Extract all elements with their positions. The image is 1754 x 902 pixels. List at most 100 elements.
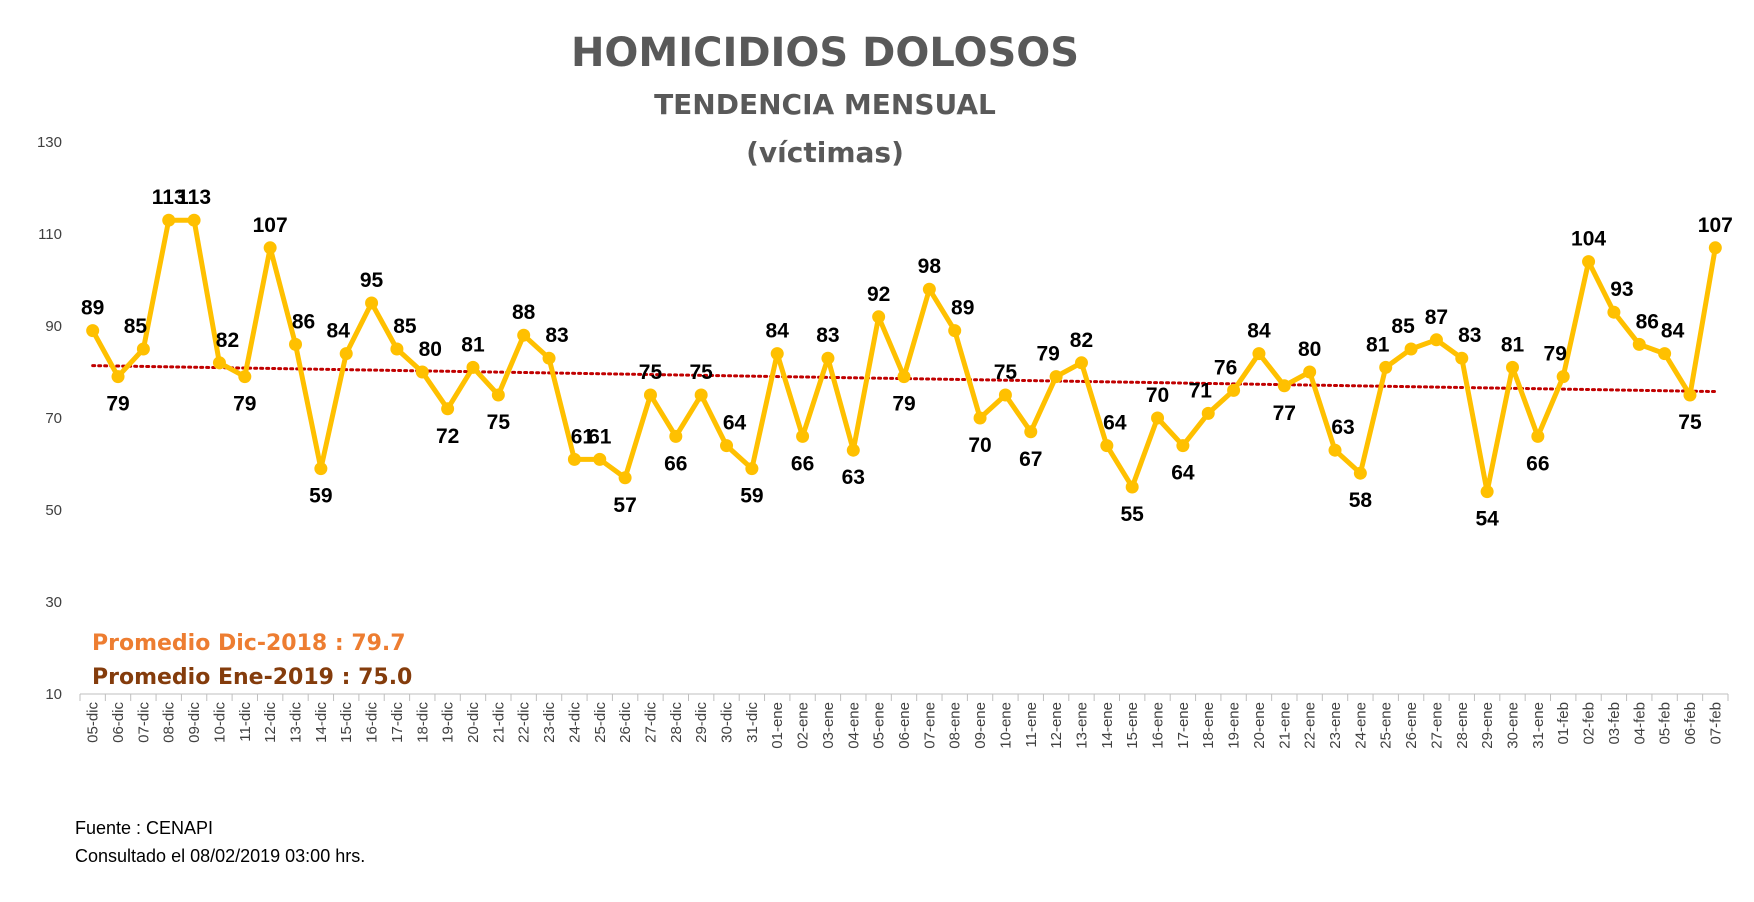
x-tick-label: 06-dic [110,702,127,743]
data-label: 79 [1036,343,1059,366]
data-point [1227,383,1241,397]
data-point [1607,305,1621,319]
data-point [466,360,480,374]
x-tick-label: 26-dic [617,702,634,743]
x-tick-label: 06-ene [896,702,913,749]
x-tick-label: 16-ene [1150,702,1167,749]
data-label: 54 [1475,508,1499,531]
data-point [1480,485,1494,499]
data-point [872,310,886,324]
data-point [111,370,125,384]
data-point [694,388,708,402]
data-point [821,351,835,365]
y-tick-label: 50 [45,502,62,519]
x-tick-label: 20-ene [1251,702,1268,749]
x-tick-label: 25-dic [592,702,609,743]
x-tick-label: 23-ene [1327,702,1344,749]
data-label: 75 [689,361,713,384]
data-point [593,452,607,466]
x-tick-label: 21-ene [1276,702,1293,749]
x-tick-label: 11-ene [1023,702,1040,748]
x-tick-label: 13-ene [1073,702,1090,749]
data-point [390,342,404,356]
data-label: 113 [177,186,211,209]
x-tick-label: 26-ene [1403,702,1420,749]
x-tick-label: 13-dic [288,702,305,743]
data-point [567,452,581,466]
data-label: 85 [124,315,148,338]
x-tick-label: 24-dic [566,702,583,743]
data-label: 82 [216,329,239,352]
data-point [1100,439,1114,453]
x-tick-label: 17-ene [1175,702,1192,749]
data-point [339,347,353,361]
data-label: 84 [327,320,351,343]
data-label: 85 [1391,315,1415,338]
x-tick-label: 20-dic [465,702,482,743]
data-point [1708,241,1722,255]
data-point [491,388,505,402]
data-label: 66 [664,452,687,475]
data-label: 64 [1103,412,1127,435]
data-label: 92 [867,283,890,306]
consulted-note: Consultado el 08/02/2019 03:00 hrs. [75,846,366,866]
x-tick-label: 11-dic [237,702,254,742]
x-tick-label: 17-dic [389,702,406,743]
data-point [517,328,531,342]
data-point [1582,255,1596,269]
data-label: 75 [487,411,511,434]
data-point [1632,337,1646,351]
y-tick-label: 30 [45,594,62,611]
x-tick-label: 22-ene [1302,702,1319,749]
y-tick-label: 10 [45,686,62,703]
data-point [212,356,226,370]
x-tick-label: 16-dic [364,702,381,743]
data-label: 63 [1331,416,1354,439]
data-label: 55 [1121,503,1145,526]
data-point [1505,360,1519,374]
x-tick-label: 15-ene [1124,702,1141,749]
data-point [1455,351,1469,365]
series-line [90,217,1718,495]
data-label: 71 [1189,379,1213,402]
data-label: 88 [512,301,536,324]
data-point [1658,347,1672,361]
data-point [1049,370,1063,384]
data-label: 75 [1678,411,1702,434]
x-tick-label: 05-ene [871,702,888,749]
x-tick-label: 23-dic [541,702,558,743]
x-tick-label: 06-feb [1682,702,1699,745]
data-label: 85 [393,315,417,338]
data-label: 87 [1425,306,1448,329]
chart-subtitle: TENDENCIA MENSUAL [654,88,996,121]
data-point [796,429,810,443]
data-point [314,462,328,476]
data-label: 61 [588,425,612,448]
y-tick-label: 130 [37,134,62,151]
data-point [1328,443,1342,457]
source-note: Fuente : CENAPI [75,818,214,838]
data-label: 98 [918,255,942,278]
data-point [263,241,277,255]
data-label: 61 [571,425,595,448]
x-tick-label: 14-ene [1099,702,1116,749]
data-point [973,411,987,425]
x-tick-label: 28-ene [1454,702,1471,749]
data-label: 70 [968,434,991,457]
data-point [1024,425,1038,439]
data-point [136,342,150,356]
data-point [238,370,252,384]
data-label: 64 [1171,462,1195,485]
data-point [897,370,911,384]
x-tick-label: 12-ene [1048,702,1065,749]
chart-title: HOMICIDIOS DOLOSOS [571,30,1079,76]
data-point [1531,429,1545,443]
x-tick-label: 31-ene [1530,702,1547,749]
x-tick-label: 30-dic [719,702,736,743]
data-label: 72 [436,425,459,448]
data-point [618,471,632,485]
data-label: 81 [1501,333,1525,356]
data-label: 59 [740,485,763,508]
x-tick-label: 29-dic [693,702,710,743]
x-tick-label: 03-feb [1606,702,1623,745]
